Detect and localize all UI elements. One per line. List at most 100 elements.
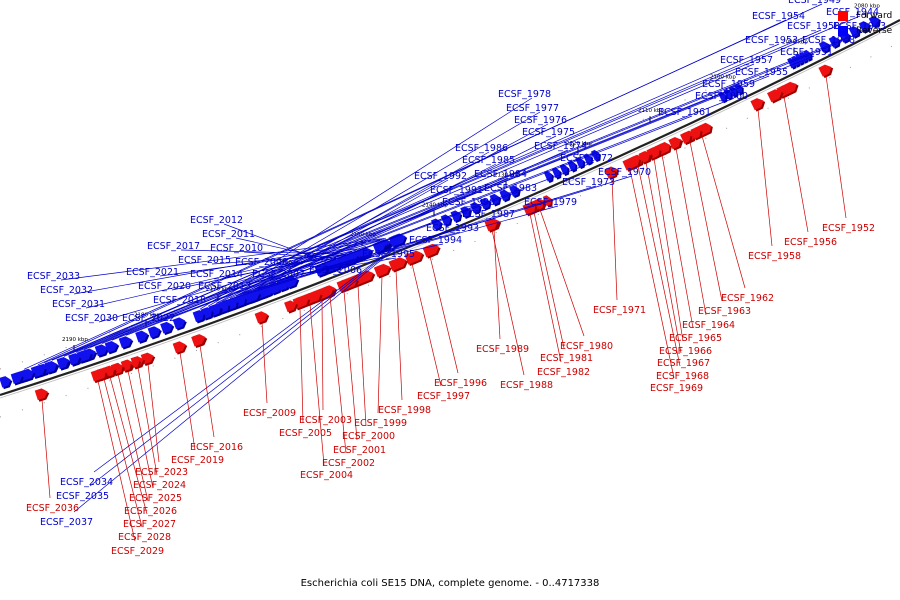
label-leader	[109, 376, 148, 515]
gene-body	[440, 214, 451, 226]
gene-label-reverse: ECSF_1994	[409, 235, 462, 246]
label-leader	[357, 285, 367, 427]
gene-arrow-forward	[105, 365, 116, 379]
gene-body	[659, 141, 671, 154]
gene-arrow-forward	[690, 127, 703, 141]
gene-body	[358, 247, 372, 260]
gene-label-reverse: ECSF_2018	[153, 295, 206, 306]
gene-arrow-reverse	[228, 298, 239, 311]
gene-body	[669, 137, 681, 149]
gene-arrow-reverse	[575, 156, 586, 170]
gene-label-reverse: ECSF_1975	[522, 127, 575, 138]
label-leader	[117, 374, 149, 502]
gene-arrow-forward	[484, 219, 500, 233]
gene-label-forward: ECSF_1988	[500, 380, 553, 391]
label-leader	[137, 367, 158, 476]
gene-arrow-forward	[97, 368, 108, 381]
gene-label-forward: ECSF_1968	[656, 371, 709, 382]
gene-label-reverse: ECSF_2033	[27, 271, 80, 282]
label-leader	[199, 97, 533, 310]
label-leader	[343, 290, 358, 441]
gene-body	[575, 156, 584, 168]
gene-label-reverse: ECSF_1979	[524, 197, 577, 208]
gene-label-forward: ECSF_2019	[171, 455, 224, 466]
gene-label-reverse: ECSF_1961	[658, 107, 711, 118]
label-leader	[329, 296, 347, 454]
label-leader	[229, 149, 569, 299]
gene-label-reverse: ECSF_2017	[147, 241, 200, 252]
label-leader	[215, 123, 549, 304]
gene-arrow-forward	[130, 356, 141, 370]
label-leader	[689, 141, 723, 302]
gene-arrow-reverse	[160, 321, 175, 336]
gene-arrow-forward	[373, 263, 392, 279]
label-leader	[63, 43, 780, 357]
gene-arrow-reverse	[104, 341, 120, 355]
gene-body	[848, 26, 860, 38]
gene-label-reverse: ECSF_1943	[833, 21, 886, 32]
gene-label-reverse: ECSF_1991	[430, 185, 483, 196]
tick-label: 2150 kbp	[350, 232, 376, 238]
gene-label-forward: ECSF_1962	[721, 293, 774, 304]
gene-label-forward: ECSF_2036	[26, 503, 79, 514]
gene-label-reverse: ECSF_1953	[745, 35, 798, 46]
label-leader	[147, 363, 160, 463]
gene-arrow-forward	[659, 141, 672, 155]
gene-label-forward: ECSF_1956	[784, 237, 837, 248]
label-leader	[180, 249, 347, 255]
label-leader	[411, 263, 442, 387]
tick-label: 2080 kbp	[854, 3, 880, 9]
gene-arrow-reverse	[868, 15, 881, 29]
gene-label-forward: ECSF_1998	[378, 405, 431, 416]
gene-label-reverse: ECSF_2032	[40, 285, 93, 296]
gene-arrow-reverse	[33, 364, 47, 379]
gene-label-forward: ECSF_1958	[748, 251, 801, 262]
gene-arrow-reverse	[45, 361, 59, 375]
gene-body	[56, 357, 69, 369]
gene-label-reverse: ECSF_2011	[202, 229, 255, 240]
gene-body	[94, 344, 108, 357]
gene-arrow-reverse	[211, 304, 222, 317]
backbone-line	[0, 19, 900, 397]
gene-label-reverse: ECSF_1978	[498, 89, 551, 100]
label-leader	[199, 345, 215, 438]
gene-body	[284, 300, 297, 313]
gene-label-reverse: ECSF_2020	[138, 281, 191, 292]
gene-label-reverse: ECSF_1955	[735, 67, 788, 78]
gene-arrow-forward	[113, 362, 125, 376]
gene-label-reverse: ECSF_2015	[178, 255, 231, 266]
gene-label-forward: ECSF_2029	[111, 546, 164, 557]
gene-body	[543, 170, 553, 182]
label-leader	[377, 275, 383, 414]
gene-body	[220, 301, 229, 313]
label-leader	[675, 148, 707, 316]
gene-body	[390, 257, 407, 271]
label-leader	[533, 212, 565, 349]
label-leader	[215, 175, 633, 304]
label-leader	[155, 245, 367, 323]
gene-arrow-reverse	[22, 368, 36, 382]
gene-label-reverse: ECSF_1984	[474, 169, 527, 180]
gene-arrow-forward	[818, 64, 834, 79]
label-leader	[243, 251, 337, 259]
gene-label-reverse: ECSF_2014	[190, 269, 243, 280]
gene-arrow-reverse	[147, 326, 162, 340]
gene-body	[700, 122, 712, 135]
gene-label-forward: ECSF_1999	[354, 418, 407, 429]
gene-label-reverse: ECSF_1972	[560, 153, 613, 164]
gene-arrow-reverse	[10, 372, 24, 386]
gene-arrow-forward	[750, 98, 766, 112]
gene-label-forward: ECSF_1967	[657, 358, 710, 369]
tick-label: 2180 kbp	[134, 312, 160, 318]
legend: Forward Reverse	[838, 8, 892, 38]
gene-label-reverse: ECSF_2031	[52, 299, 105, 310]
label-leader	[73, 244, 401, 513]
gene-label-reverse: ECSF_2012	[190, 215, 243, 226]
gene-body	[10, 372, 23, 384]
gene-label-forward: ECSF_2024	[133, 480, 186, 491]
gene-label-reverse: ECSF_2037	[40, 517, 93, 528]
gene-arrow-reverse	[828, 36, 841, 49]
reverse-swatch	[838, 25, 848, 36]
gene-arrow-forward	[628, 156, 642, 169]
gene-label-reverse: ECSF_2034	[60, 477, 113, 488]
